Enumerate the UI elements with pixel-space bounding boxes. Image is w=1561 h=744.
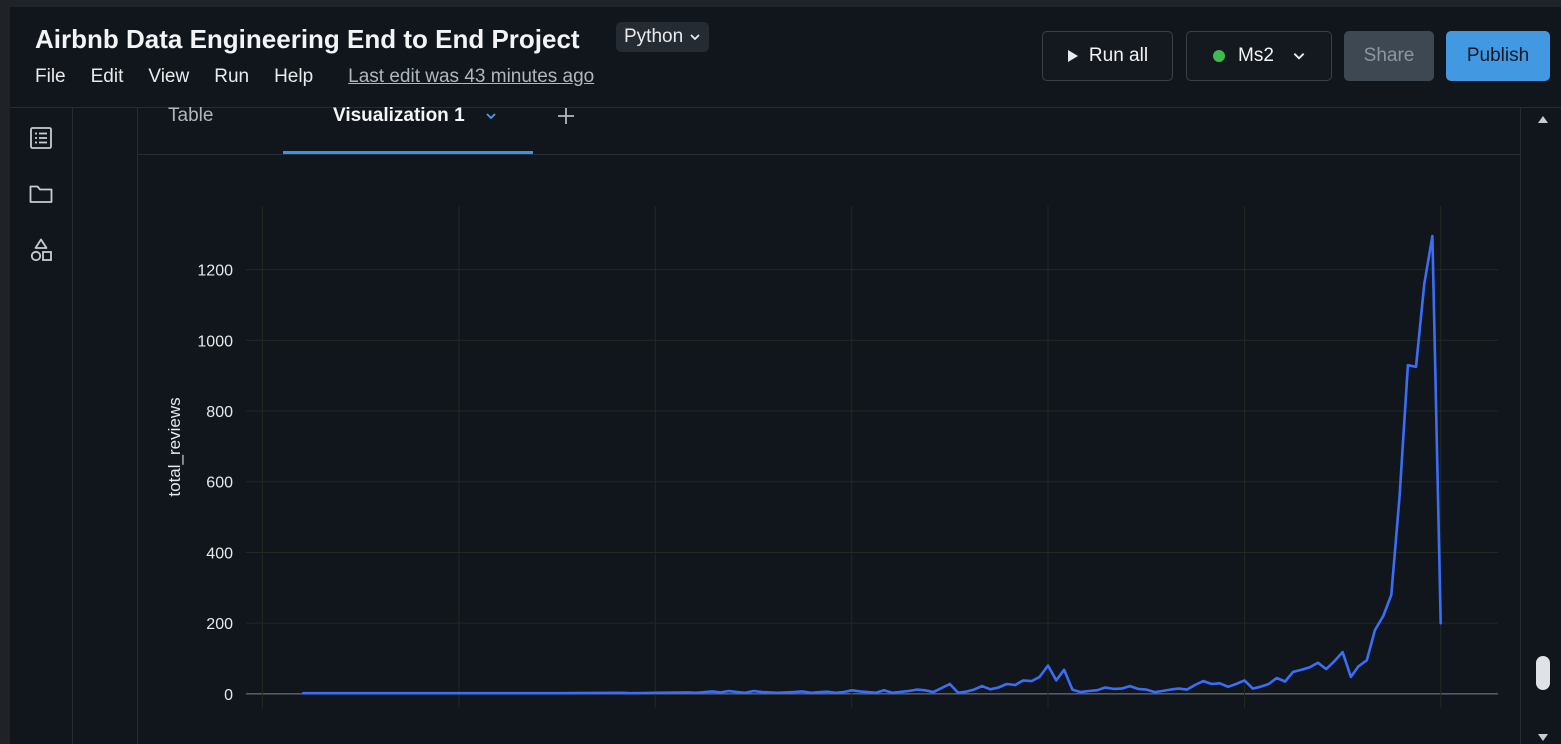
- result-cell: Table Visualization 1 0 200 400 600 800 1000 1…: [137, 105, 1521, 744]
- y-tick-label: 400: [206, 545, 233, 562]
- table-of-contents-icon[interactable]: [28, 125, 54, 151]
- play-icon: [1067, 50, 1078, 62]
- menu-bar: File Edit View Run Help Last edit was 43…: [35, 65, 594, 89]
- folder-icon[interactable]: [28, 181, 54, 207]
- window-edge-left: [0, 0, 10, 744]
- cluster-selector[interactable]: Ms2: [1186, 31, 1332, 81]
- menu-run[interactable]: Run: [214, 66, 250, 87]
- result-tabs: Table Visualization 1: [138, 105, 1520, 155]
- y-tick-label: 1200: [197, 263, 233, 280]
- run-all-button[interactable]: Run all: [1042, 31, 1173, 81]
- chart-series: [302, 234, 1442, 695]
- y-tick-label: 600: [206, 475, 233, 492]
- menu-file[interactable]: File: [35, 66, 66, 87]
- notebook-title[interactable]: Airbnb Data Engineering End to End Proje…: [35, 24, 580, 54]
- menu-help[interactable]: Help: [274, 66, 314, 87]
- menu-view[interactable]: View: [148, 66, 190, 87]
- scroll-down-icon[interactable]: [1536, 732, 1550, 744]
- cluster-label: Ms2: [1238, 45, 1274, 66]
- shapes-icon[interactable]: [28, 237, 54, 263]
- publish-button[interactable]: Publish: [1446, 31, 1550, 81]
- notebook-header: Airbnb Data Engineering End to End Proje…: [10, 7, 1561, 108]
- share-button[interactable]: Share: [1344, 31, 1434, 81]
- left-sidebar: [10, 108, 73, 744]
- chart-grid: [246, 206, 1498, 708]
- chevron-down-icon: [690, 34, 700, 41]
- tab-table[interactable]: Table: [168, 105, 214, 126]
- y-axis: 0 200 400 600 800 1000 1200: [197, 263, 233, 704]
- language-label: Python: [624, 26, 684, 47]
- y-axis-title: total_reviews: [165, 397, 184, 496]
- y-tick-label: 0: [224, 687, 233, 704]
- language-selector[interactable]: Python: [616, 22, 710, 52]
- y-tick-label: 200: [206, 616, 233, 633]
- tab-visualization-1[interactable]: Visualization 1: [283, 105, 533, 154]
- scroll-thumb[interactable]: [1536, 656, 1550, 690]
- series-line[interactable]: [302, 234, 1442, 695]
- vertical-scrollbar[interactable]: [1529, 108, 1561, 744]
- x-axis-title: review_month: [833, 741, 939, 744]
- menu-edit[interactable]: Edit: [90, 66, 124, 87]
- run-all-label: Run all: [1088, 45, 1149, 66]
- notebook-content: Table Visualization 1 0 200 400 600 800 1000 1…: [73, 105, 1528, 744]
- tab-visualization-label: Visualization 1: [333, 105, 465, 126]
- y-tick-label: 800: [206, 404, 233, 421]
- chevron-down-icon: [1293, 53, 1305, 60]
- last-edit-link[interactable]: Last edit was 43 minutes ago: [348, 66, 595, 87]
- chevron-down-icon[interactable]: [485, 110, 497, 122]
- y-tick-label: 1000: [197, 333, 233, 350]
- plus-icon[interactable]: [556, 106, 576, 126]
- window-edge-top: [0, 0, 1561, 7]
- status-dot-icon: [1213, 50, 1226, 62]
- scroll-up-icon[interactable]: [1536, 113, 1550, 125]
